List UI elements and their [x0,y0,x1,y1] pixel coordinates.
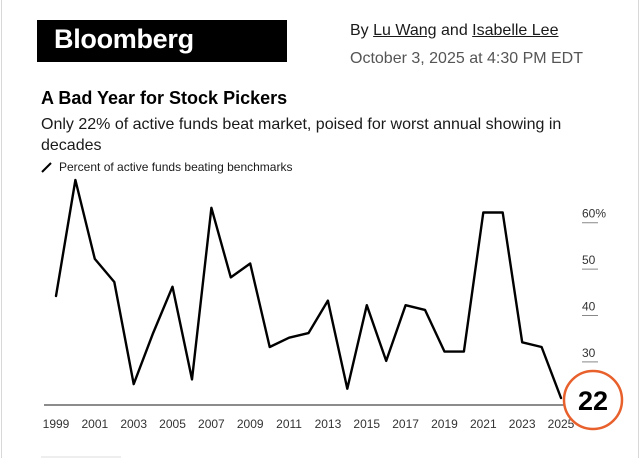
data-point [171,285,175,289]
y-tick-label: 60% [582,207,606,221]
data-point [520,340,524,344]
bloomberg-logo[interactable] [37,20,287,62]
byline-prefix: By [350,22,374,39]
author-link-1[interactable]: Lu Wang [373,22,437,39]
data-point [229,275,233,279]
chart-legend: Percent of active funds beating benchmar… [41,160,292,174]
x-tick-label: 2011 [276,417,302,431]
byline-conj: and [436,22,473,39]
data-point [132,382,136,386]
x-tick-label: 2003 [120,417,147,431]
y-tick-label: 50 [582,253,596,267]
y-tick-label: 40 [582,300,596,314]
legend-line-icon [41,162,52,173]
data-point [326,299,330,303]
x-tick-label: 2007 [198,417,225,431]
data-point [345,387,349,391]
data-point [442,350,446,354]
x-tick-label: 2021 [470,417,497,431]
publish-date: October 3, 2025 at 4:30 PM EDT [350,50,584,67]
data-point [112,280,116,284]
footer-rule [41,456,121,458]
y-tick-label: 30 [582,346,596,360]
chart-title: A Bad Year for Stock Pickers [41,88,288,108]
legend-label: Percent of active funds beating benchmar… [59,160,293,174]
series-line [54,178,563,400]
author-link-2[interactable]: Isabelle Lee [472,22,559,39]
data-point [287,336,291,340]
x-tick-label: 2023 [509,417,536,431]
data-point [540,345,544,349]
chart-subtitle: Only 22% of active funds beat market, po… [41,116,562,154]
data-point [268,345,272,349]
x-tick-label: 1999 [43,417,70,431]
x-tick-label: 2017 [392,417,419,431]
logo-text: Bloomberg [54,24,194,54]
x-tick-label: 2005 [159,417,186,431]
data-point [190,377,194,381]
highlight-circle [562,369,624,431]
highlight-value-label: 22 [578,386,608,416]
data-point [404,303,408,307]
x-tick-label: 2025 [548,417,575,431]
data-point [307,331,311,335]
x-tick-label: 2015 [353,417,380,431]
data-point [93,257,97,261]
data-point [73,178,77,182]
data-point [559,396,563,400]
data-point [151,331,155,335]
byline: By Lu Wang and Isabelle Lee [350,22,558,40]
data-point [209,206,213,210]
x-tick-label: 2009 [237,417,264,431]
data-point [365,303,369,307]
x-tick-label: 2001 [81,417,108,431]
data-point [423,308,427,312]
data-point [462,350,466,354]
data-point [384,359,388,363]
x-tick-label: 2019 [431,417,458,431]
data-point [54,294,58,298]
x-tick-label: 2013 [315,417,342,431]
data-point [248,261,252,265]
data-point [481,210,485,214]
data-point [501,210,505,214]
